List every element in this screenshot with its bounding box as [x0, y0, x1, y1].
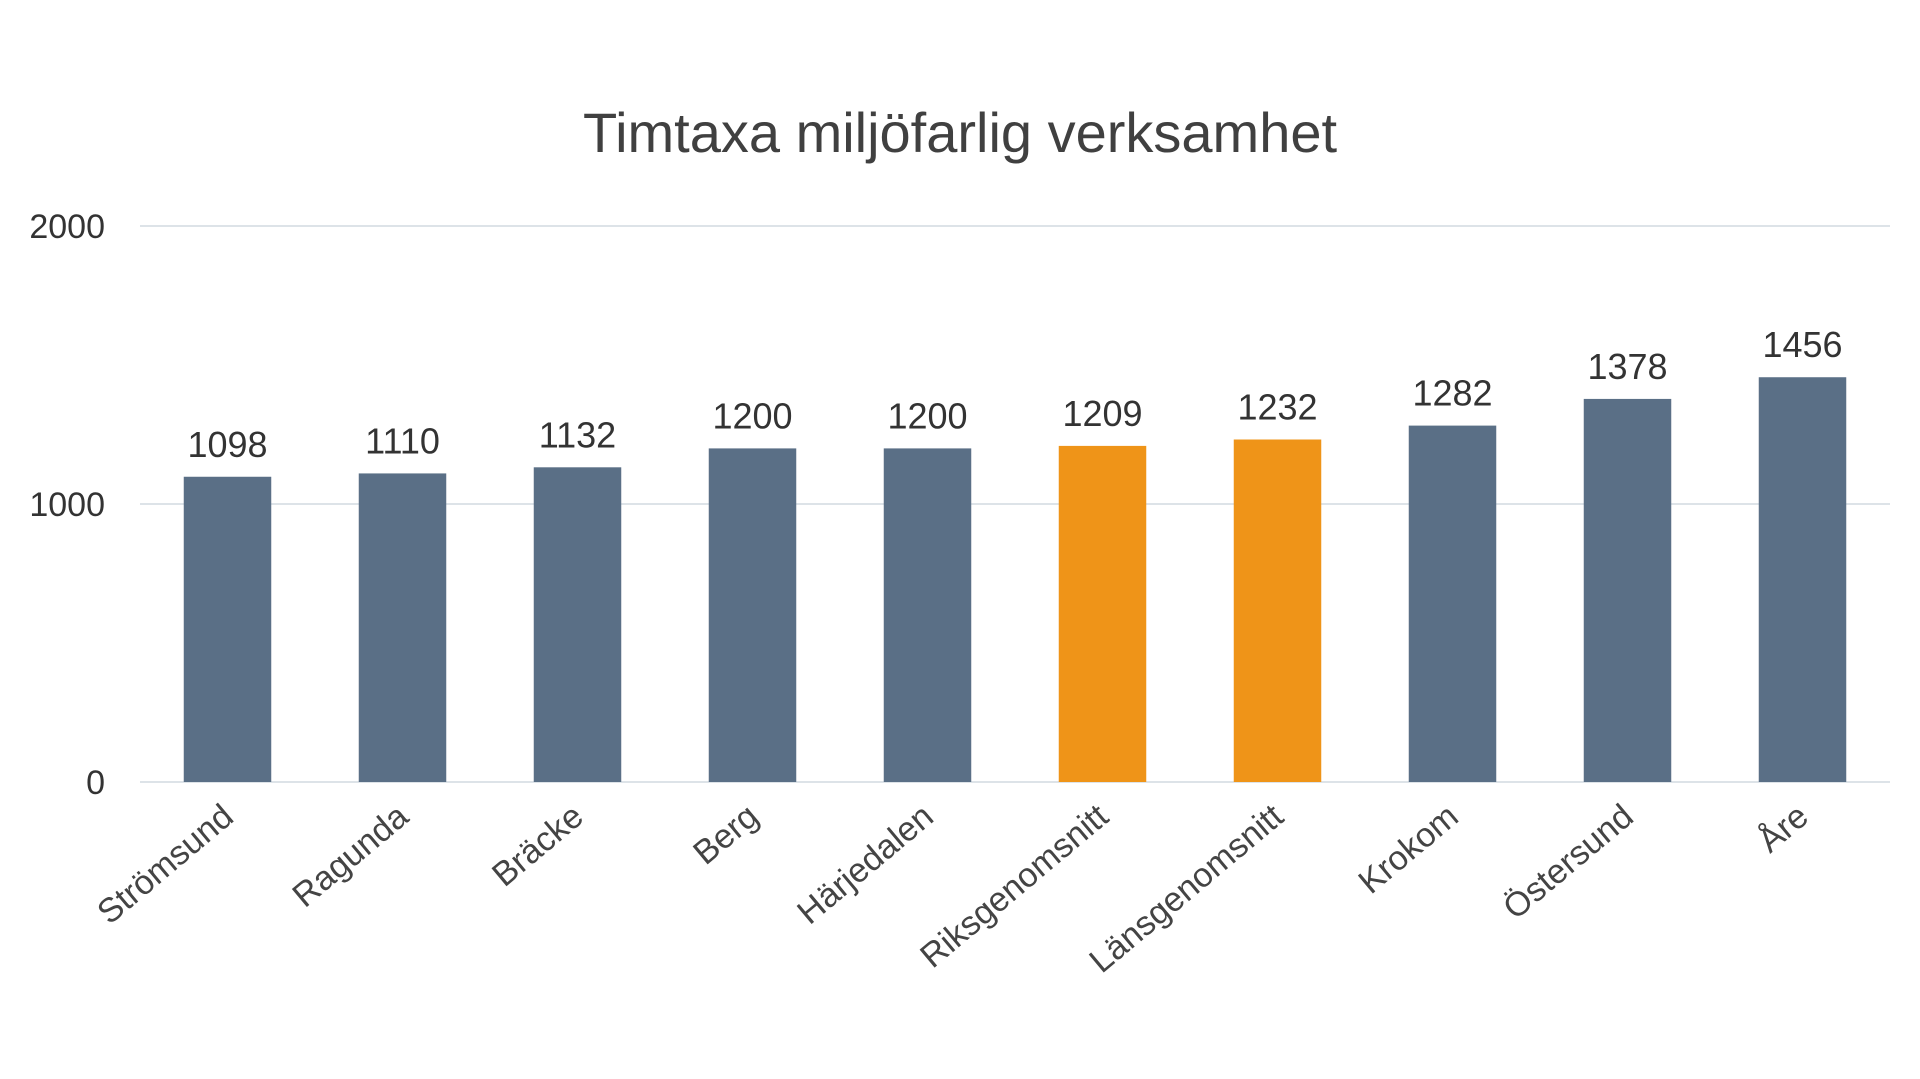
y-tick-label: 1000 [29, 486, 105, 524]
bar [1758, 377, 1847, 782]
x-tick-label: Åre [1751, 797, 1816, 860]
y-tick-label: 2000 [29, 208, 105, 246]
data-label: 1098 [187, 424, 267, 465]
y-tick-label: 0 [86, 764, 105, 802]
chart-title: Timtaxa miljöfarlig verksamhet [582, 101, 1338, 164]
x-tick-label: Bräcke [485, 797, 590, 894]
bar [1058, 445, 1147, 782]
bar [1583, 398, 1672, 782]
x-tick-label: Östersund [1496, 797, 1641, 927]
data-label: 1232 [1237, 387, 1317, 428]
x-tick-label: Strömsund [90, 797, 240, 932]
bar [1408, 425, 1497, 782]
data-label: 1378 [1587, 346, 1667, 387]
bar [183, 476, 272, 782]
data-label: 1456 [1762, 324, 1842, 365]
bars [183, 377, 1847, 782]
x-axis-labels: Strömsund Ragunda Bräcke Berg HärjedalenRiks… [90, 797, 1815, 981]
data-label: 1282 [1412, 373, 1492, 414]
data-label: 1110 [365, 420, 440, 461]
x-tick-label: Ragunda [285, 797, 415, 915]
data-label: 1200 [712, 395, 792, 436]
data-label: 1209 [1062, 393, 1142, 434]
bar [1233, 439, 1322, 782]
bar [708, 448, 797, 782]
data-labels: 1098 1110 1132 1200 1200 1209 1232 1282 1378 1456 [187, 324, 1842, 465]
bar [883, 448, 972, 782]
x-tick-label: Härjedalen [790, 797, 940, 932]
y-axis-ticks: 0 1000 2000 [29, 208, 105, 802]
x-tick-label: Berg [686, 797, 765, 872]
x-tick-label: Krokom [1351, 797, 1465, 901]
bar [358, 473, 447, 782]
data-label: 1200 [887, 395, 967, 436]
data-label: 1132 [539, 414, 616, 455]
bar [533, 467, 622, 782]
